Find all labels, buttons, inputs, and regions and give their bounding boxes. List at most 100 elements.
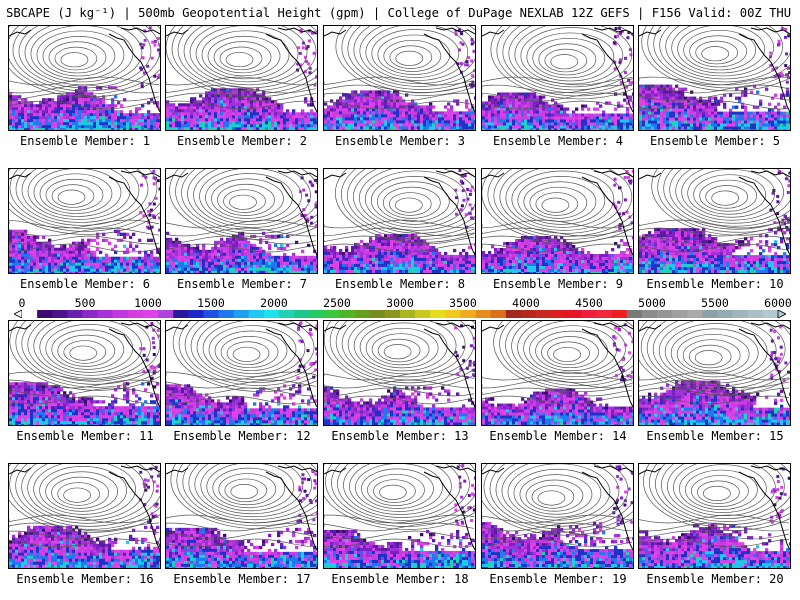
ensemble-map-14: [482, 321, 633, 425]
ensemble-map-16: [9, 464, 160, 568]
cape-shading: [9, 321, 160, 425]
coastline: [482, 27, 633, 113]
cape-shading: [482, 26, 633, 130]
coastline: [482, 465, 633, 551]
colorbar-swatch: [536, 310, 552, 318]
coastline: [639, 27, 790, 113]
ensemble-map-11: [9, 321, 160, 425]
ensemble-panel-7: [165, 168, 318, 274]
colorbar-swatch: [294, 310, 310, 318]
ensemble-map-4: [482, 26, 633, 130]
colorbar-swatch: [732, 310, 749, 318]
coastline: [324, 465, 475, 551]
cape-shading: [639, 466, 790, 568]
coastline: [639, 465, 790, 551]
colorbar-swatch: [158, 310, 174, 318]
ensemble-panel-20: [638, 463, 791, 569]
ensemble-panel-16: [8, 463, 161, 569]
ensemble-map-2: [166, 26, 317, 130]
colorbar-swatch: [263, 310, 280, 318]
colorbar-graphic: [14, 310, 786, 318]
colorbar-swatch: [626, 310, 643, 318]
ensemble-map-9: [482, 169, 633, 273]
colorbar-swatch: [37, 310, 53, 318]
coastline: [639, 170, 790, 256]
colorbar-swatch: [384, 310, 401, 318]
height-contours: [482, 26, 633, 110]
cape-shading: [9, 169, 160, 273]
ensemble-member-label: Ensemble Member: 3: [334, 134, 466, 148]
ensemble-member-label: Ensemble Member: 17: [173, 572, 311, 586]
colorbar-tick-label: 2500: [323, 296, 351, 310]
cape-shading: [482, 464, 633, 568]
colorbar-tick-label: 4500: [575, 296, 603, 310]
cape-shading: [324, 324, 475, 425]
height-contours: [324, 169, 475, 253]
height-contours: [482, 321, 633, 405]
colorbar-swatch: [641, 310, 658, 318]
ensemble-map-8: [324, 169, 475, 273]
colorbar-swatch: [233, 310, 250, 318]
colorbar-swatch: [369, 310, 386, 318]
height-contours: [482, 169, 633, 253]
ensemble-panel-11: [8, 320, 161, 426]
colorbar-tick-label: 3000: [386, 296, 414, 310]
map-header-title: SBCAPE (J kg⁻¹) | 500mb Geopotential Hei…: [6, 6, 796, 20]
colorbar-swatch: [415, 310, 431, 318]
colorbar-swatch: [702, 310, 718, 318]
cape-shading: [9, 26, 160, 130]
ensemble-panel-6: [8, 168, 161, 274]
colorbar-swatch: [475, 310, 492, 318]
coastline: [9, 465, 160, 551]
cape-shading: [324, 169, 475, 273]
colorbar-swatch: [566, 310, 582, 318]
colorbar-tick-label: 5500: [701, 296, 729, 310]
colorbar-swatch: [717, 310, 733, 318]
colorbar-swatch: [445, 310, 461, 318]
colorbar-tick-label: 5000: [638, 296, 666, 310]
height-contours: [9, 169, 160, 253]
cape-shading: [324, 464, 475, 568]
ensemble-map-15: [639, 321, 790, 425]
cape-shading: [482, 323, 633, 425]
colorbar-swatch: [188, 310, 204, 318]
colorbar-swatch: [596, 310, 612, 318]
colorbar-swatch: [687, 310, 703, 318]
ensemble-panel-2: [165, 25, 318, 131]
ensemble-panel-12: [165, 320, 318, 426]
cape-shading: [9, 465, 160, 568]
colorbar-left-arrow: [14, 310, 23, 318]
coastline: [324, 170, 475, 256]
height-contours: [166, 464, 317, 548]
cape-shading: [166, 28, 317, 130]
ensemble-panel-4: [481, 25, 634, 131]
ensemble-member-label: Ensemble Member: 8: [334, 277, 466, 291]
ensemble-panel-13: [323, 320, 476, 426]
coastline: [166, 27, 317, 113]
colorbar-tick-label: 0: [18, 296, 26, 310]
coastline: [639, 322, 790, 408]
ensemble-map-19: [482, 464, 633, 568]
height-contours: [324, 26, 475, 110]
ensemble-member-label: Ensemble Member: 1: [19, 134, 151, 148]
colorbar-tick-label: 2000: [260, 296, 288, 310]
ensemble-map-1: [9, 26, 160, 130]
colorbar-swatch: [203, 310, 219, 318]
ensemble-panel-15: [638, 320, 791, 426]
colorbar-swatch: [430, 310, 446, 318]
height-contours: [639, 321, 790, 405]
height-contours: [166, 321, 317, 405]
ensemble-member-label: Ensemble Member: 2: [176, 134, 308, 148]
ensemble-map-12: [166, 321, 317, 425]
ensemble-map-6: [9, 169, 160, 273]
ensemble-member-label: Ensemble Member: 4: [492, 134, 624, 148]
ensemble-panel-3: [323, 25, 476, 131]
colorbar-swatch: [505, 310, 522, 318]
colorbar-swatch: [218, 310, 234, 318]
ensemble-member-label: Ensemble Member: 18: [331, 572, 469, 586]
ensemble-panel-9: [481, 168, 634, 274]
height-contours: [324, 464, 475, 548]
ensemble-map-3: [324, 26, 475, 130]
ensemble-member-label: Ensemble Member: 12: [173, 429, 311, 443]
ensemble-map-18: [324, 464, 475, 568]
